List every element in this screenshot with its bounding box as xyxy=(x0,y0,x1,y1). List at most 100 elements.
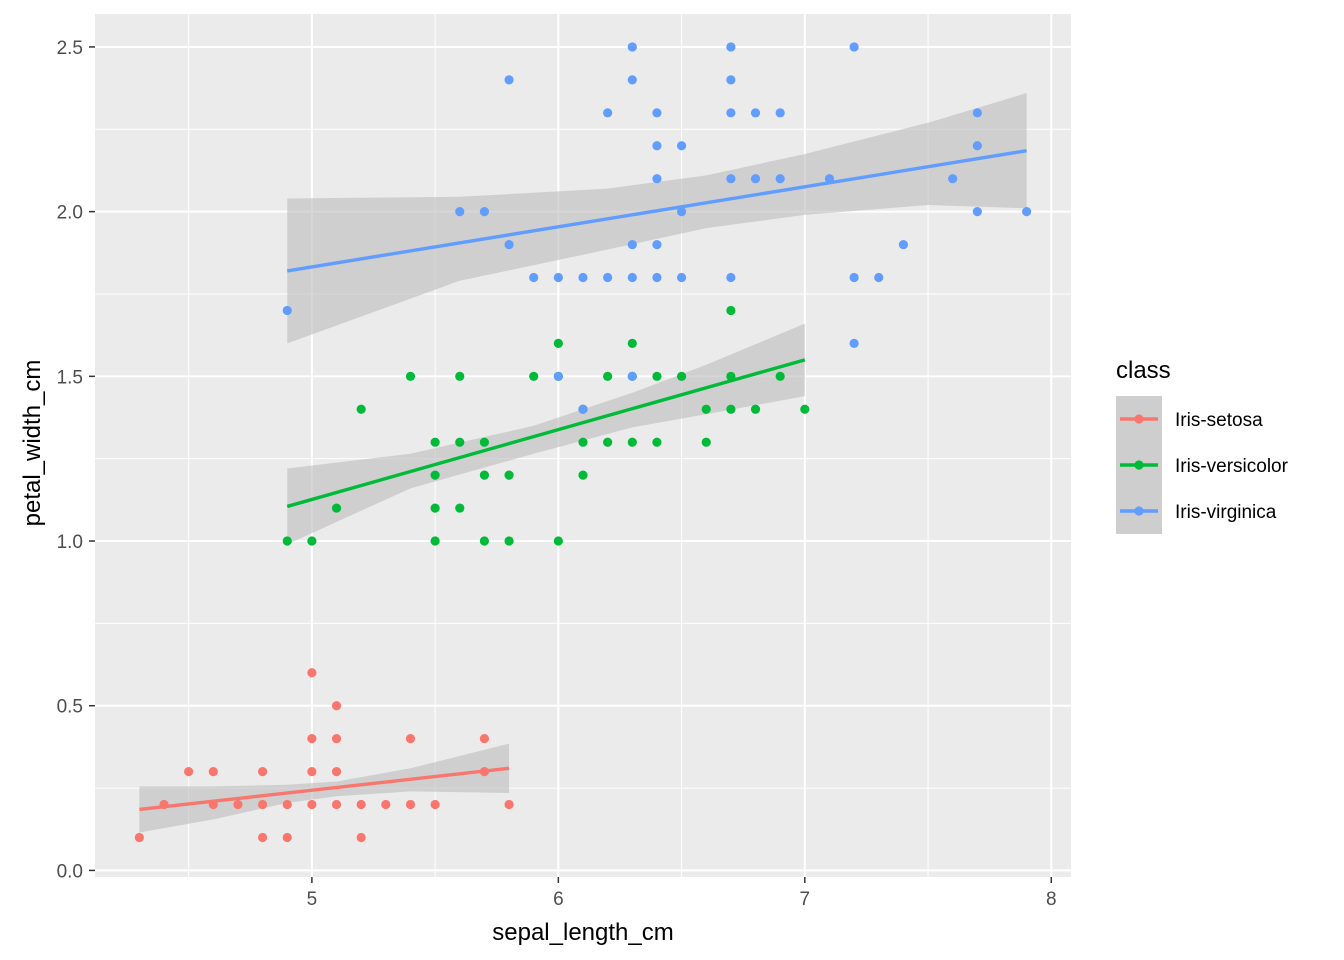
data-point xyxy=(553,338,563,348)
data-point xyxy=(405,799,416,810)
data-point xyxy=(208,766,218,777)
data-point xyxy=(652,437,662,447)
data-point xyxy=(356,404,366,414)
data-point xyxy=(331,503,342,513)
data-point xyxy=(627,437,637,447)
data-point xyxy=(701,437,711,447)
fit-line xyxy=(286,358,806,509)
data-point xyxy=(948,174,958,184)
data-points xyxy=(134,42,1032,843)
fit-line xyxy=(139,766,510,812)
data-point xyxy=(430,536,440,546)
data-point xyxy=(972,207,982,217)
data-point xyxy=(282,536,292,546)
data-point xyxy=(479,207,490,217)
confidence-ribbon xyxy=(287,93,1027,344)
data-point xyxy=(307,799,317,810)
legend-title: class xyxy=(1116,357,1171,384)
data-point xyxy=(972,141,982,151)
data-point xyxy=(652,239,662,250)
x-tick-labels: 5 6 7 8 xyxy=(307,889,1057,910)
data-point xyxy=(775,108,785,118)
y-tick-label: 0.5 xyxy=(57,697,83,718)
data-point xyxy=(134,832,144,843)
data-point xyxy=(676,371,687,381)
data-point xyxy=(627,75,637,85)
y-tick-label: 2.0 xyxy=(57,203,83,224)
data-point xyxy=(282,305,292,316)
data-point xyxy=(430,470,440,480)
data-point xyxy=(603,437,613,447)
data-point xyxy=(652,141,662,151)
data-point xyxy=(479,470,490,480)
x-tick-label: 8 xyxy=(1046,889,1057,910)
data-point xyxy=(331,701,342,711)
data-point xyxy=(504,536,514,546)
data-point xyxy=(405,734,416,744)
data-point xyxy=(652,371,662,381)
data-point xyxy=(331,766,342,777)
data-point xyxy=(381,799,391,810)
fit-lines xyxy=(139,149,1027,812)
data-point xyxy=(430,437,440,447)
data-point xyxy=(405,371,416,381)
data-point xyxy=(504,470,514,480)
legend: class Iris-setosa Iris-versicolor Iris-vir… xyxy=(1116,357,1289,534)
legend-label: Iris-versicolor xyxy=(1175,456,1289,477)
data-point xyxy=(849,272,859,283)
data-point xyxy=(307,536,317,546)
data-point xyxy=(479,734,490,744)
data-point xyxy=(603,371,613,381)
y-tick-label: 1.5 xyxy=(57,367,83,388)
data-point xyxy=(233,799,243,810)
axis-ticks xyxy=(89,46,1053,883)
data-point xyxy=(726,42,736,52)
data-point xyxy=(775,174,785,184)
data-point xyxy=(726,108,736,118)
data-point xyxy=(184,766,194,777)
data-point xyxy=(479,536,490,546)
data-point xyxy=(726,404,736,414)
data-point xyxy=(578,437,588,447)
data-point xyxy=(652,108,662,118)
data-point xyxy=(578,470,588,480)
data-point xyxy=(430,503,440,513)
y-tick-label: 2.5 xyxy=(57,38,83,59)
data-point xyxy=(257,799,268,810)
data-point xyxy=(627,338,637,348)
data-point xyxy=(257,766,268,777)
data-point xyxy=(1022,207,1032,217)
data-point xyxy=(800,404,810,414)
data-point xyxy=(331,799,342,810)
data-point xyxy=(874,272,884,283)
data-point xyxy=(676,272,687,283)
data-point xyxy=(553,371,563,381)
data-point xyxy=(307,668,317,678)
data-point xyxy=(307,766,317,777)
data-point xyxy=(282,832,292,843)
data-point xyxy=(750,404,761,414)
x-axis-title: sepal_length_cm xyxy=(492,919,673,946)
data-point xyxy=(455,503,465,513)
legend-label: Iris-setosa xyxy=(1175,410,1263,431)
data-point xyxy=(455,207,465,217)
data-point xyxy=(504,799,514,810)
data-point xyxy=(430,799,440,810)
data-point xyxy=(750,174,761,184)
data-point xyxy=(479,437,490,447)
data-point xyxy=(676,207,687,217)
data-point xyxy=(726,174,736,184)
y-axis-title: petal_width_cm xyxy=(19,360,46,527)
data-point xyxy=(578,404,588,414)
data-point xyxy=(603,108,613,118)
data-point xyxy=(553,536,563,546)
data-point xyxy=(603,272,613,283)
data-point xyxy=(455,371,465,381)
data-point xyxy=(356,832,366,843)
data-point xyxy=(257,832,268,843)
data-point xyxy=(331,734,342,744)
data-point xyxy=(898,239,909,250)
data-point xyxy=(726,272,736,283)
data-point xyxy=(627,272,637,283)
